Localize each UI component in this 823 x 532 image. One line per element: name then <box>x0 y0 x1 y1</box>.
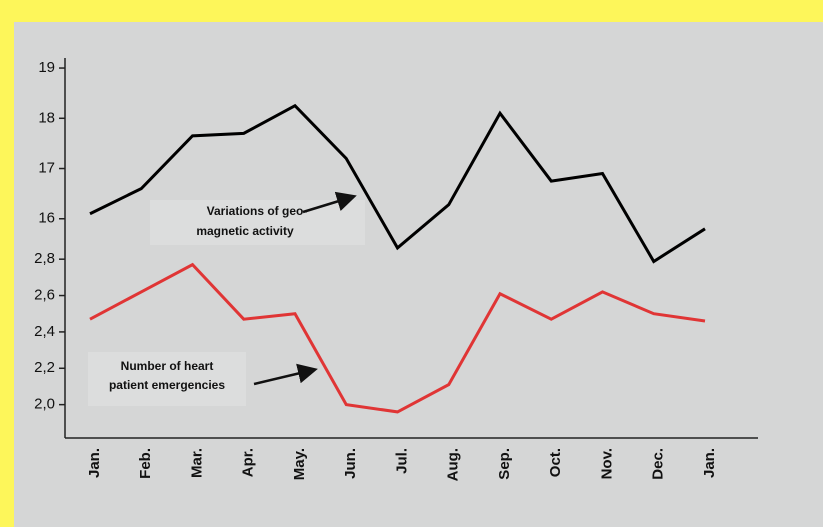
annotation-arrow <box>253 363 318 386</box>
x-tick-label: Dec. <box>650 448 667 480</box>
y-tick-label: 2,0 <box>34 396 55 413</box>
y-tick-label: 17 <box>38 159 55 176</box>
x-tick-label: Jan. <box>86 448 103 478</box>
x-tick-label: Jan. <box>701 448 718 478</box>
x-tick-label: Feb. <box>137 448 154 479</box>
annotation: patient emergencies <box>109 378 225 392</box>
annotation-box <box>88 352 246 406</box>
annotation: magnetic activity <box>196 224 294 238</box>
y-tick-label: 18 <box>38 109 55 126</box>
x-tick-label: May. <box>291 448 308 480</box>
annotation-arrow <box>302 191 357 214</box>
y-tick-label: 2,2 <box>34 359 55 376</box>
annotation: Variations of geo- <box>207 204 308 218</box>
y-tick-label: 2,8 <box>34 250 55 267</box>
y-tick-label: 2,4 <box>34 323 55 340</box>
annotation: Number of heart <box>121 359 214 373</box>
series-line <box>89 262 706 414</box>
series-line <box>89 103 706 264</box>
x-tick-label: Jul. <box>393 448 410 474</box>
x-tick-label: Nov. <box>598 448 615 479</box>
y-tick-label: 16 <box>38 210 55 227</box>
x-tick-label: Mar. <box>188 448 205 478</box>
x-tick-label: Sep. <box>496 448 513 480</box>
panel <box>14 22 823 527</box>
x-tick-label: Apr. <box>240 448 257 477</box>
annotation-box <box>150 200 365 245</box>
y-tick-label: 2,6 <box>34 287 55 304</box>
x-tick-label: Oct. <box>547 448 564 477</box>
x-tick-label: Aug. <box>445 448 462 481</box>
y-tick-label: 19 <box>38 59 55 76</box>
x-tick-label: Jun. <box>342 448 359 479</box>
